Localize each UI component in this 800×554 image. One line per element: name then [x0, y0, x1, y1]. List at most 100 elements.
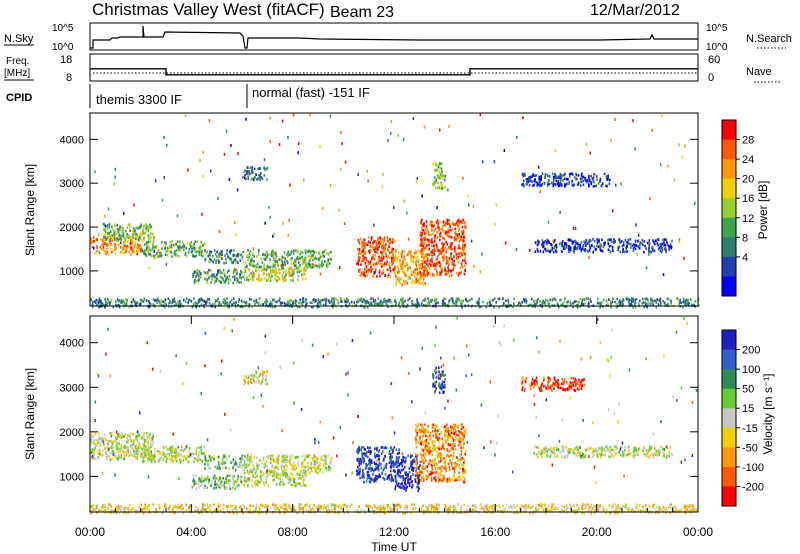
scatter-cell-1: [142, 452, 144, 456]
scatter-cell-7: [382, 241, 385, 244]
scatter-cell-10: [564, 245, 566, 249]
scatter-cell-4: [297, 460, 300, 464]
scatter-cell-5: [319, 252, 321, 256]
scatter-cell-6: [365, 480, 368, 483]
scatter-cell-3: [208, 259, 211, 263]
scatter-cell-10: [549, 250, 551, 254]
scatter-cell-sparse: [208, 119, 211, 123]
scatter-cell-6: [368, 474, 370, 477]
scatter-cell-3: [236, 480, 238, 484]
scatter-cell-sparse: [659, 163, 662, 167]
scatter-cell-9: [424, 246, 427, 249]
scatter-cell-8: [401, 262, 403, 266]
scatter-cell-sparse: [247, 173, 249, 177]
scatter-cell-2: [213, 458, 215, 461]
scatter-cell-sparse: [397, 134, 400, 137]
scatter-cell-14: [517, 301, 520, 305]
scatter-cell-sparse: [408, 237, 410, 241]
scatter-cell-3: [210, 250, 213, 254]
scatter-cell-14: [576, 305, 579, 309]
scatter-cell-1: [199, 458, 202, 461]
scatter-cell-1: [178, 453, 180, 457]
scatter-cell-12: [572, 173, 574, 176]
scatter-cell-11: [251, 169, 253, 172]
scatter-cell-14: [428, 302, 431, 306]
scatter-cell-9: [433, 224, 436, 227]
scatter-cell-9: [461, 246, 464, 249]
scatter-cell-4: [282, 464, 284, 467]
scatter-cell-sparse: [339, 167, 342, 171]
scatter-cell-7: [358, 252, 361, 255]
scatter-cell-7: [377, 246, 379, 250]
scatter-cell-14: [678, 302, 681, 306]
scatter-cell-0: [143, 438, 146, 442]
scatter-cell-5: [307, 250, 309, 254]
scatter-cell-14: [325, 298, 328, 301]
scatter-cell-10: [656, 242, 659, 245]
scatter-cell-8: [403, 271, 406, 275]
scatter-cell-1: [178, 451, 181, 455]
scatter-cell-10: [588, 244, 591, 247]
scatter-cell-4: [233, 274, 236, 278]
scatter-cell-12: [573, 176, 576, 179]
scatter-cell-14: [100, 300, 102, 303]
scatter-cell-14: [322, 303, 325, 307]
scatter-cell-4: [206, 281, 208, 285]
scatter-cell-14: [95, 298, 98, 302]
scatter-cell-9: [422, 257, 425, 260]
scatter-cell-12: [552, 178, 555, 182]
scatter-cell-1: [142, 459, 144, 462]
scatter-cell-6: [284, 275, 286, 279]
scatter-cell-2: [148, 253, 150, 256]
scatter-cell-6: [375, 468, 377, 471]
scatter-cell-5: [285, 472, 287, 476]
scatter-cell-3: [195, 474, 197, 477]
scatter-cell-13: [436, 168, 438, 172]
scatter-cell-1: [134, 237, 137, 240]
scatter-cell-9: [452, 266, 455, 269]
scatter-cell-8: [401, 269, 404, 273]
scatter-cell-4: [258, 463, 260, 466]
scatter-cell-6: [392, 460, 394, 464]
scatter-cell-14: [165, 303, 167, 306]
scatter-cell-1: [133, 227, 135, 230]
scatter-cell-2: [168, 246, 171, 250]
scatter-cell-14: [482, 300, 484, 304]
scatter-cell-9: [419, 272, 422, 276]
scatter-cell-2: [153, 246, 156, 249]
scatter-cell-10: [655, 239, 657, 242]
scatter-cell-14: [434, 302, 437, 305]
scatter-cell-14: [611, 300, 614, 304]
scatter-cell-9: [443, 253, 445, 257]
scatter-cell-3: [218, 260, 221, 264]
scatter-cell-6: [392, 478, 394, 482]
scatter-cell-8: [414, 271, 417, 275]
scatter-cell-6: [378, 464, 381, 467]
scatter-cell-0: [115, 456, 117, 460]
scatter-cell-4: [301, 462, 303, 465]
scatter-cell-6: [270, 270, 272, 274]
scatter-cell-5: [295, 249, 298, 252]
scatter-cell-9: [420, 226, 423, 230]
scatter-cell-10: [607, 248, 610, 251]
scatter-cell-9: [425, 259, 427, 263]
scatter-cell-6: [384, 446, 387, 449]
scatter-cell-4: [245, 466, 247, 469]
scatter-cell-1: [109, 234, 112, 238]
scatter-cell-3: [226, 478, 228, 482]
scatter-cell-14: [188, 298, 190, 302]
scatter-cell-7: [367, 236, 370, 239]
scatter-cell-14: [415, 303, 418, 307]
scatter-cell-9: [451, 260, 454, 263]
scatter-cell-5: [304, 473, 307, 476]
scatter-cell-4: [224, 274, 226, 277]
scatter-cell-5: [301, 251, 304, 254]
scatter-cell-4: [302, 460, 305, 463]
scatter-cell-4: [310, 467, 312, 470]
scatter-cell-10: [555, 245, 558, 249]
scatter-cell-5: [274, 264, 276, 267]
scatter-cell-12: [593, 184, 596, 188]
scatter-cell-12: [587, 180, 590, 183]
scatter-cell-2: [148, 246, 150, 250]
